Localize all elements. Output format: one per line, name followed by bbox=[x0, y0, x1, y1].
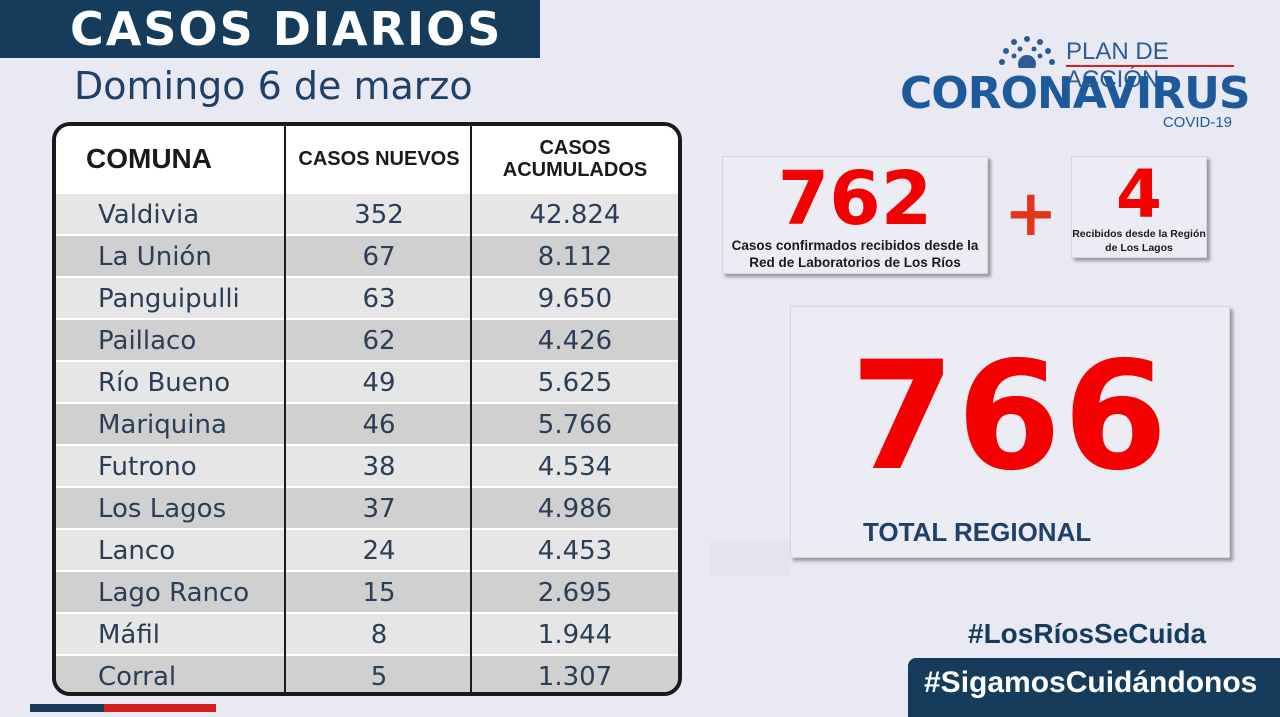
row-divider bbox=[56, 654, 678, 656]
cell-comuna: Corral bbox=[98, 662, 177, 692]
header-bar bbox=[0, 0, 540, 58]
cell-casos-nuevos: 67 bbox=[362, 242, 396, 272]
table-row: Futrono 38 4.534 bbox=[56, 444, 678, 486]
local-cases-count: 762 bbox=[777, 156, 933, 242]
row-divider bbox=[56, 234, 678, 236]
table-row: Mariquina 46 5.766 bbox=[56, 402, 678, 444]
column-divider bbox=[284, 126, 286, 692]
column-header-comuna: COMUNA bbox=[86, 143, 212, 174]
cell-comuna: Panguipulli bbox=[98, 284, 240, 314]
column-header-casos-nuevos: CASOS NUEVOS bbox=[298, 148, 460, 170]
cell-casos-nuevos: 5 bbox=[370, 662, 388, 692]
cell-casos-acumulados: 4.986 bbox=[537, 494, 613, 524]
cell-casos-acumulados: 42.824 bbox=[529, 200, 621, 230]
cell-casos-nuevos: 38 bbox=[362, 452, 396, 482]
cell-casos-acumulados: 9.650 bbox=[537, 284, 613, 314]
row-divider bbox=[56, 486, 678, 488]
cell-casos-nuevos: 352 bbox=[354, 200, 404, 230]
cell-casos-acumulados: 4.453 bbox=[537, 536, 613, 566]
page-title: CASOS DIARIOS bbox=[70, 2, 503, 56]
cell-comuna: Lago Ranco bbox=[98, 578, 250, 608]
cell-casos-acumulados: 4.426 bbox=[537, 326, 613, 356]
cell-comuna: Río Bueno bbox=[98, 368, 231, 398]
table-row: Máfil 8 1.944 bbox=[56, 612, 678, 654]
cell-casos-acumulados: 1.307 bbox=[537, 662, 613, 692]
local-cases-caption: Casos confirmados recibidos desde la Red… bbox=[731, 238, 979, 270]
cell-comuna: Futrono bbox=[98, 452, 197, 482]
logo-covid-text: COVID-19 bbox=[1162, 114, 1232, 131]
plus-sign: + bbox=[1004, 177, 1058, 251]
row-divider bbox=[56, 276, 678, 278]
plan-de-accion-logo: PLAN DE ACCIÓN CORONAVIRUS COVID-19 bbox=[900, 28, 1251, 138]
date-subtitle: Domingo 6 de marzo bbox=[74, 64, 473, 108]
logo-plan-text: PLAN DE ACCIÓN bbox=[1066, 38, 1169, 93]
table-body: Valdivia 352 42.824 La Unión 67 8.112 Panguipu… bbox=[56, 192, 678, 692]
local-cases-box: 762 Casos confirmados recibidos desde la… bbox=[722, 156, 988, 274]
row-divider bbox=[56, 444, 678, 446]
cell-comuna: Valdivia bbox=[98, 200, 200, 230]
cell-comuna: Paillaco bbox=[98, 326, 197, 356]
footer-stripe-blue bbox=[30, 704, 104, 712]
logo-coronavirus-text: CORONAVIRUS bbox=[900, 68, 1251, 119]
cell-casos-acumulados: 2.695 bbox=[537, 578, 613, 608]
footer-stripe-red bbox=[104, 704, 216, 712]
table-row: La Unión 67 8.112 bbox=[56, 234, 678, 276]
cell-casos-acumulados: 8.112 bbox=[537, 242, 613, 272]
cell-casos-nuevos: 49 bbox=[362, 368, 396, 398]
row-divider bbox=[56, 612, 678, 614]
row-divider bbox=[56, 402, 678, 404]
external-cases-box: 4 Recibidos desde la Región de Los Lagos bbox=[1071, 156, 1207, 258]
hashtag-los-rios: #LosRíosSeCuida bbox=[968, 618, 1207, 649]
table-row: Río Bueno 49 5.625 bbox=[56, 360, 678, 402]
cell-casos-nuevos: 37 bbox=[362, 494, 396, 524]
table-row: Corral 5 1.307 bbox=[56, 654, 678, 692]
table-row: Valdivia 352 42.824 bbox=[56, 192, 678, 234]
cell-casos-nuevos: 63 bbox=[362, 284, 396, 314]
logo-divider bbox=[1066, 65, 1234, 67]
table-row: Panguipulli 63 9.650 bbox=[56, 276, 678, 318]
decorative-shadow bbox=[710, 540, 790, 576]
cell-comuna: Mariquina bbox=[98, 410, 227, 440]
table-row: Lanco 24 4.453 bbox=[56, 528, 678, 570]
cell-casos-nuevos: 15 bbox=[362, 578, 396, 608]
cell-casos-nuevos: 24 bbox=[362, 536, 396, 566]
external-cases-count: 4 bbox=[1116, 156, 1162, 233]
external-cases-caption: Recibidos desde la Región de Los Lagos bbox=[1072, 228, 1206, 254]
cell-comuna: Los Lagos bbox=[98, 494, 227, 524]
row-divider bbox=[56, 318, 678, 320]
table-row: Paillaco 62 4.426 bbox=[56, 318, 678, 360]
table-row: Lago Ranco 15 2.695 bbox=[56, 570, 678, 612]
cell-comuna: Lanco bbox=[98, 536, 176, 566]
cell-comuna: La Unión bbox=[98, 242, 212, 272]
row-divider bbox=[56, 570, 678, 572]
hashtag-sigamos: #SigamosCuidándonos bbox=[924, 666, 1258, 699]
row-divider bbox=[56, 360, 678, 362]
total-regional-box: 766 TOTAL REGIONAL bbox=[790, 306, 1230, 558]
row-divider bbox=[56, 192, 678, 194]
column-header-casos-acumulados: CASOS ACUMULADOS bbox=[502, 137, 648, 181]
cell-casos-nuevos: 62 bbox=[362, 326, 396, 356]
virus-emblem-icon bbox=[999, 36, 1055, 68]
total-count: 766 bbox=[850, 330, 1170, 504]
cell-casos-acumulados: 5.766 bbox=[537, 410, 613, 440]
cell-casos-acumulados: 1.944 bbox=[537, 620, 613, 650]
hashtag-banner bbox=[908, 658, 1280, 717]
row-divider bbox=[56, 528, 678, 530]
total-label: TOTAL REGIONAL bbox=[863, 517, 1092, 547]
cell-casos-nuevos: 8 bbox=[370, 620, 388, 650]
cell-casos-nuevos: 46 bbox=[362, 410, 396, 440]
cell-casos-acumulados: 5.625 bbox=[537, 368, 613, 398]
column-divider bbox=[470, 126, 472, 692]
cell-casos-acumulados: 4.534 bbox=[537, 452, 613, 482]
cases-table: COMUNA CASOS NUEVOS CASOS ACUMULADOS Val… bbox=[52, 122, 682, 696]
table-row: Los Lagos 37 4.986 bbox=[56, 486, 678, 528]
cell-comuna: Máfil bbox=[98, 620, 160, 650]
table-header: COMUNA CASOS NUEVOS CASOS ACUMULADOS bbox=[56, 126, 678, 192]
